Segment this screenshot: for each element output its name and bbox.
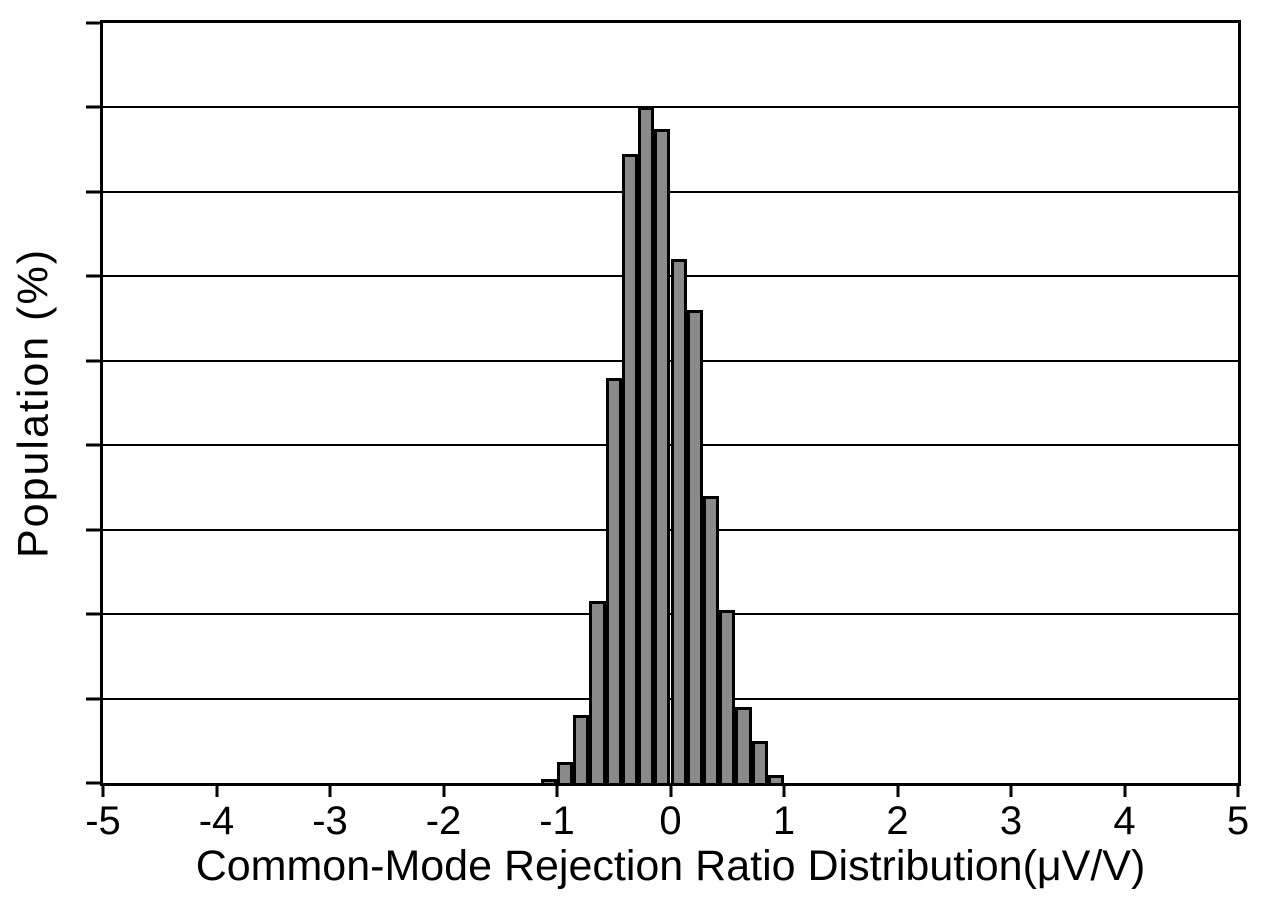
y-tick: [86, 190, 100, 194]
x-tick-label: 5: [1226, 799, 1250, 843]
gridline: [103, 190, 1238, 193]
histogram-bar: [638, 107, 655, 783]
histogram-bar: [702, 495, 720, 783]
gridline: [103, 106, 1238, 109]
x-tick: [328, 783, 332, 797]
histogram-bar: [735, 707, 752, 783]
histogram-bar: [670, 259, 687, 783]
histogram-bar: [686, 310, 703, 783]
histogram-bar: [621, 153, 639, 783]
y-tick: [86, 697, 100, 701]
histogram-bar: [557, 761, 574, 783]
x-tick: [215, 783, 218, 797]
y-axis-label: Population (%): [9, 247, 58, 559]
x-tick: [1009, 783, 1013, 797]
histogram-bar: [654, 128, 671, 783]
x-tick: [1236, 783, 1240, 797]
x-tick-label: -5: [85, 799, 121, 843]
x-tick-label: -1: [539, 799, 575, 843]
x-tick: [442, 783, 445, 797]
x-tick-label: 4: [1113, 799, 1136, 843]
histogram-bar: [767, 774, 784, 783]
y-tick: [86, 21, 100, 25]
x-tick-label: 1: [772, 799, 796, 843]
y-tick: [86, 443, 100, 447]
histogram-bar: [589, 601, 606, 783]
y-tick: [86, 359, 100, 363]
histogram-bar: [540, 778, 557, 783]
y-tick: [86, 781, 100, 785]
x-axis-label: Common-Mode Rejection Ratio Distribution…: [195, 842, 1146, 890]
x-tick: [555, 783, 559, 797]
x-tick-label: 0: [659, 799, 682, 843]
histogram-bar: [605, 377, 622, 783]
plot-area: -5 -4 -3 -2 -1 0 1 2 3 4 5 Common-Mode Rejection R…: [85, 20, 1249, 890]
x-tick-label: -4: [198, 799, 235, 843]
x-tick-label: 3: [999, 799, 1023, 843]
x-tick: [896, 783, 899, 797]
histogram-bar: [751, 740, 768, 783]
y-tick: [86, 528, 100, 532]
x-tick: [1123, 783, 1126, 797]
x-tick: [669, 783, 672, 797]
x-tick: [101, 783, 105, 797]
y-tick: [86, 274, 100, 278]
x-tick-label: -3: [312, 799, 348, 843]
histogram-bar: [719, 609, 736, 783]
x-tick: [782, 783, 786, 797]
plot-inner: -5 -4 -3 -2 -1 0 1 2 3 4 5 Common-Mode Rejection R…: [85, 21, 1249, 890]
x-tick-label: -2: [425, 799, 462, 843]
x-tick-label: 2: [886, 799, 909, 843]
y-tick: [86, 612, 100, 616]
y-tick: [86, 105, 100, 109]
histogram-bar: [573, 715, 590, 783]
